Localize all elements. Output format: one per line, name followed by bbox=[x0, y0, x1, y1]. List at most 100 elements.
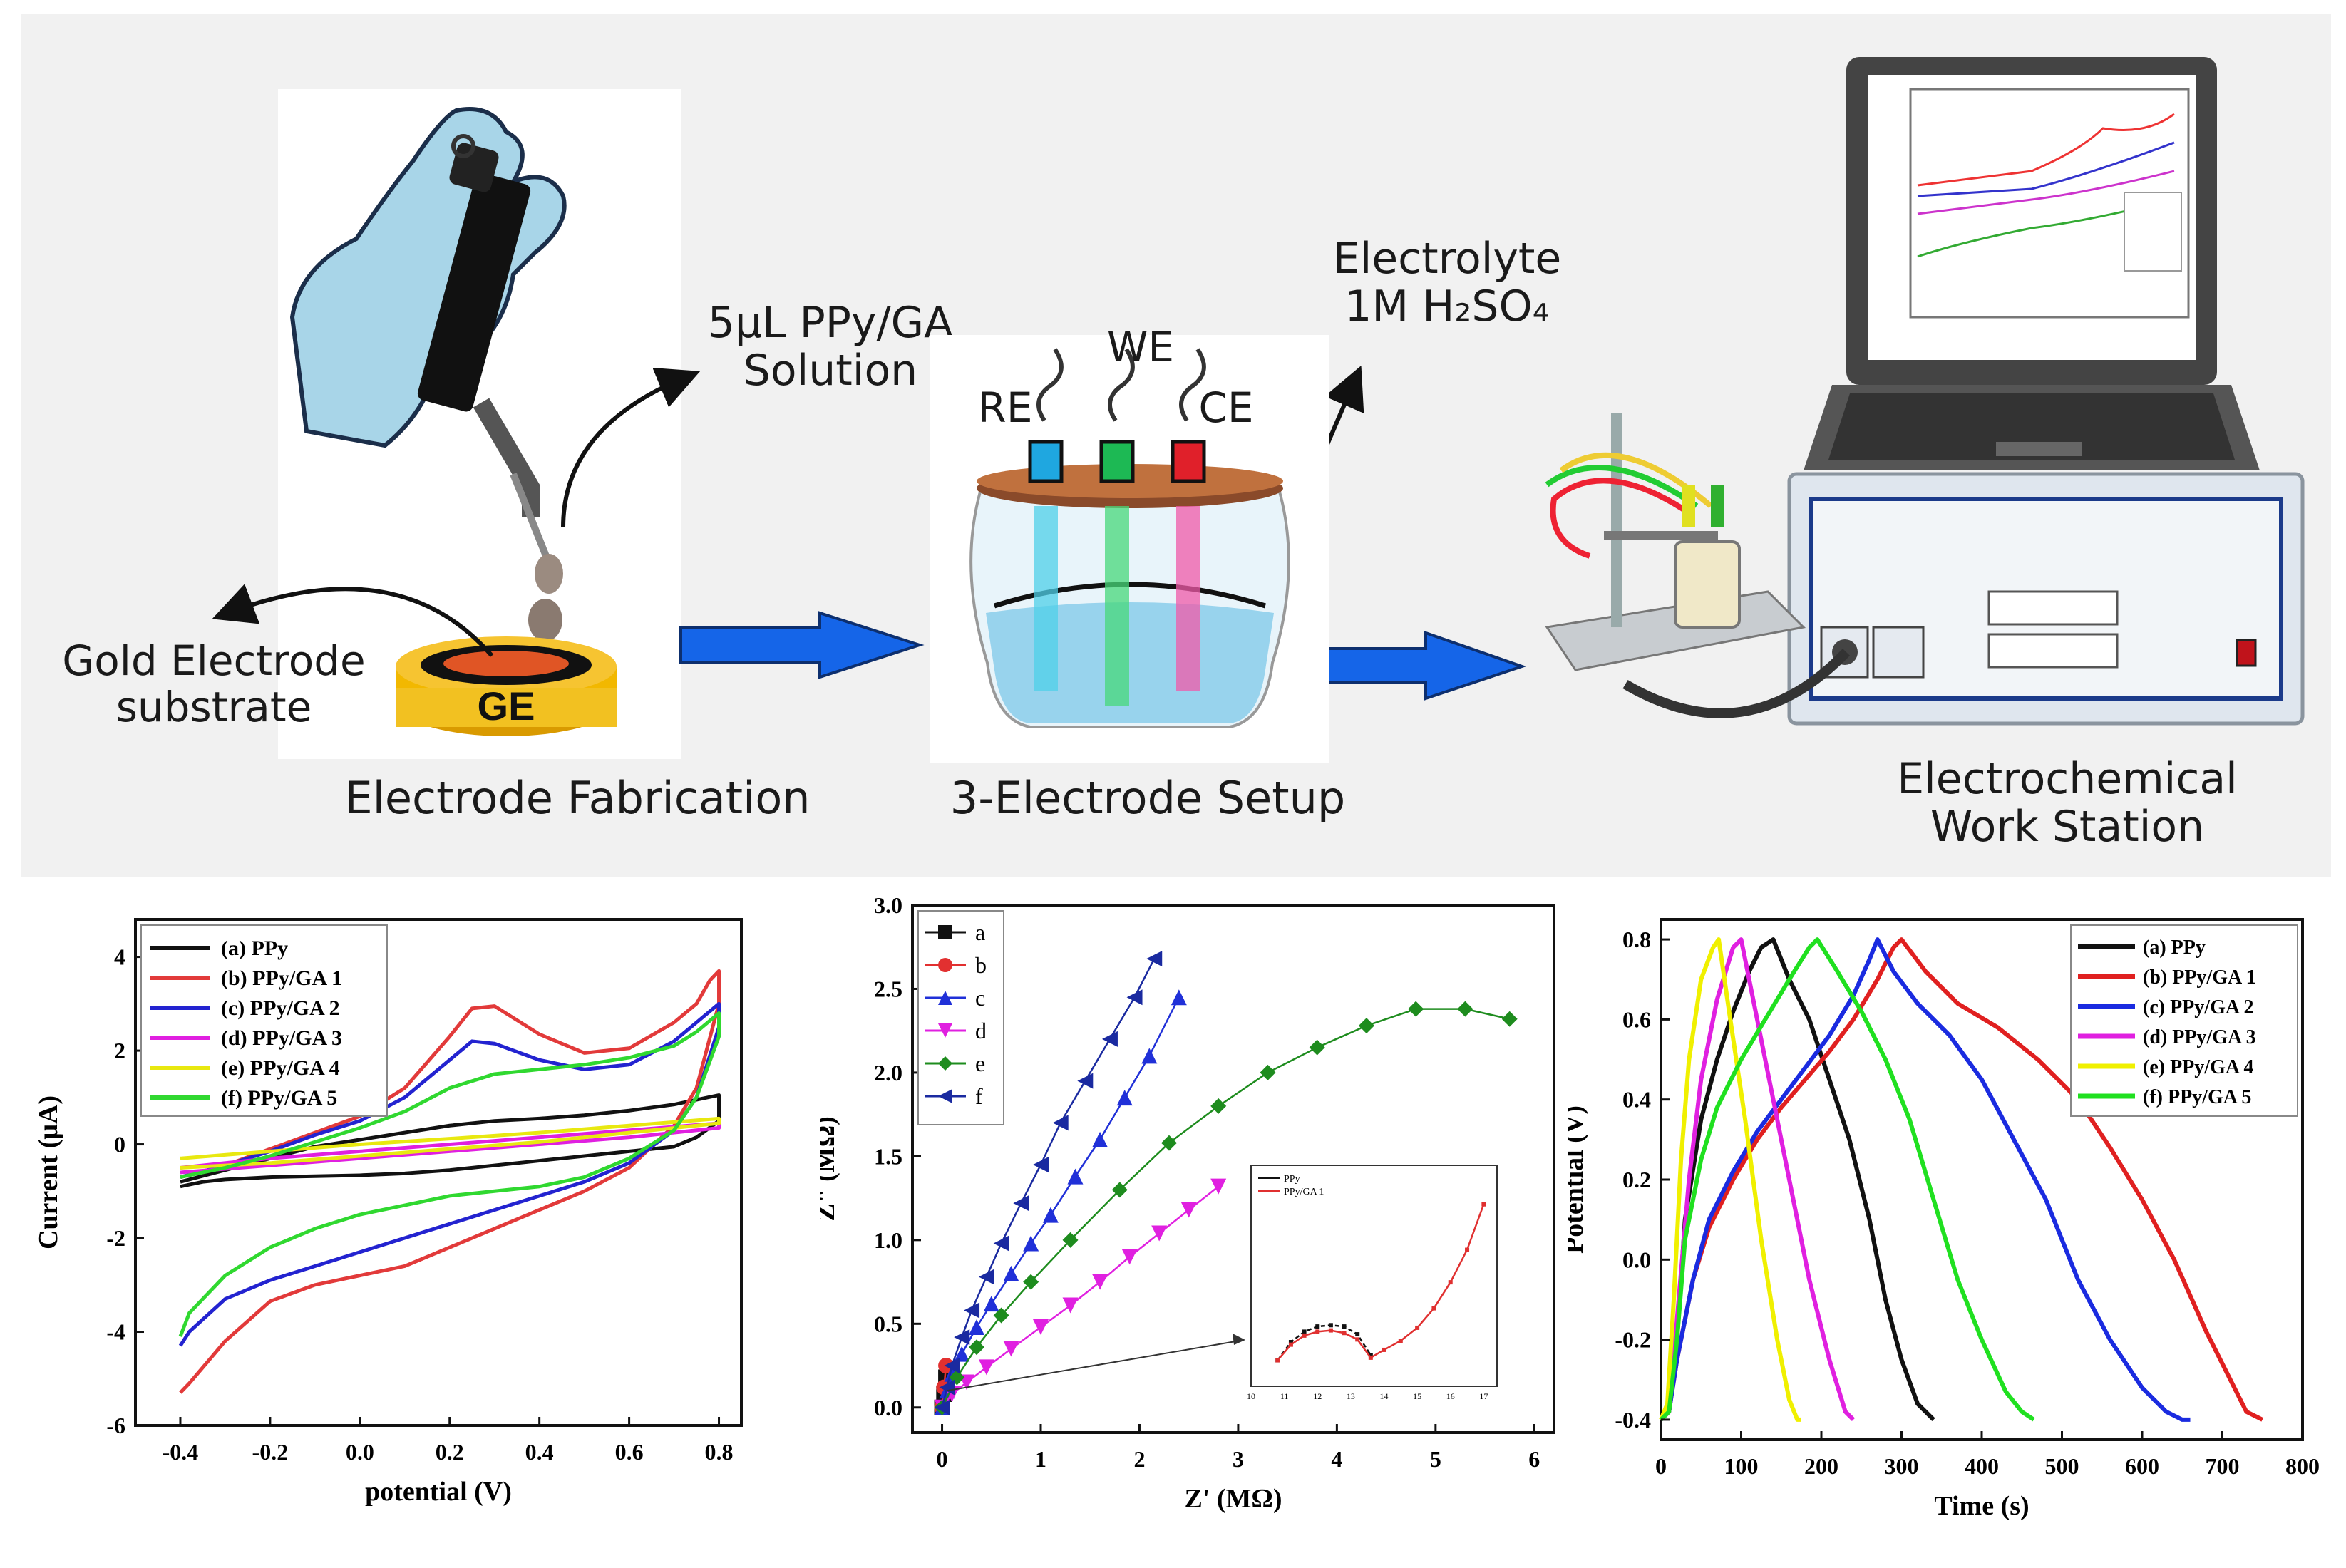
inset-pointer-head bbox=[1233, 1334, 1245, 1345]
cell-icon bbox=[1674, 540, 1741, 629]
x-tick-label: 0.8 bbox=[705, 1439, 734, 1465]
inset-frame bbox=[1250, 1165, 1498, 1387]
x-tick-label: 400 bbox=[1965, 1453, 1999, 1479]
legend-entry: (a) PPy bbox=[221, 937, 288, 960]
nyquist-point bbox=[1111, 1182, 1128, 1198]
re-electrode-cap bbox=[1028, 440, 1064, 483]
arrow-to-solution bbox=[561, 367, 701, 528]
nyquist-point bbox=[978, 1269, 994, 1285]
beaker-illustration bbox=[969, 348, 1290, 728]
inset-tick-label: 14 bbox=[1379, 1391, 1388, 1401]
nyquist-point bbox=[1067, 1168, 1084, 1185]
legend-entry: f bbox=[975, 1083, 983, 1109]
nyquist-xlabel: Z' (MΩ) bbox=[1184, 1484, 1282, 1514]
nyquist-point bbox=[1309, 1039, 1325, 1056]
nyquist-point bbox=[1151, 1225, 1168, 1242]
inset-point bbox=[1355, 1337, 1360, 1342]
legend-entry: (f) PPy/GA 5 bbox=[221, 1086, 337, 1110]
y-tick-label: 2 bbox=[114, 1038, 125, 1063]
legend-entry: (f) PPy/GA 5 bbox=[2143, 1086, 2251, 1108]
legend-entry: (c) PPy/GA 2 bbox=[2143, 996, 2254, 1018]
step-label-workstation: Electrochemical Work Station bbox=[1897, 754, 2238, 852]
x-tick-label: 2 bbox=[1133, 1446, 1145, 1472]
legend-box bbox=[917, 910, 1004, 1125]
y-tick-label: -0.4 bbox=[1615, 1407, 1651, 1433]
step-label-fabrication: Electrode Fabrication bbox=[344, 772, 811, 824]
legend-entry: (b) PPy/GA 1 bbox=[2143, 966, 2256, 989]
nyquist-inset: 10 11 12 13 14 15 16 17 PPy PPy/GA 1 bbox=[947, 1165, 1498, 1401]
ge-text: GE bbox=[478, 684, 535, 728]
workstation-illustration bbox=[1545, 57, 2305, 726]
y-tick-label: 0.8 bbox=[1622, 927, 1651, 952]
x-tick-label: 700 bbox=[2206, 1453, 2240, 1479]
nyquist-point bbox=[934, 1399, 950, 1415]
inset-legend-entry: PPy bbox=[1284, 1174, 1300, 1185]
nyquist-point bbox=[964, 1302, 980, 1319]
cv-xlabel: potential (V) bbox=[365, 1477, 512, 1507]
cv-legend: (a) PPy (b) PPy/GA 1 (c) PPy/GA 2 (d) PPy/G… bbox=[140, 924, 388, 1117]
nyquist-series-line bbox=[941, 958, 1156, 1408]
cv-series-line bbox=[180, 1116, 721, 1170]
inset-tick-label: 13 bbox=[1347, 1391, 1355, 1401]
inset-legend-entry: PPy/GA 1 bbox=[1284, 1187, 1324, 1197]
y-tick-label: 0.0 bbox=[874, 1395, 902, 1420]
inset-tick-label: 15 bbox=[1413, 1391, 1421, 1401]
x-tick-label: 1 bbox=[1035, 1446, 1046, 1472]
legend-entry: d bbox=[975, 1018, 987, 1043]
nyquist-point bbox=[1180, 1202, 1197, 1218]
inset-point bbox=[1448, 1280, 1453, 1285]
inset-point bbox=[1398, 1339, 1403, 1343]
cv-series-line bbox=[178, 1011, 721, 1337]
nyquist-point bbox=[938, 1056, 952, 1071]
nyquist-point bbox=[1062, 1297, 1079, 1314]
nyquist-point bbox=[944, 1358, 960, 1374]
y-tick-label: -2 bbox=[106, 1225, 125, 1251]
nyquist-point bbox=[954, 1329, 970, 1346]
nyquist-point bbox=[1033, 1319, 1049, 1335]
x-tick-label: 6 bbox=[1528, 1446, 1540, 1472]
inset-point bbox=[1275, 1358, 1280, 1363]
fabrication-panel: GE bbox=[278, 89, 681, 759]
nyquist-point bbox=[1092, 1131, 1108, 1147]
y-tick-label: 3.0 bbox=[874, 892, 902, 918]
nyquist-point bbox=[1210, 1098, 1227, 1114]
x-tick-label: 0 bbox=[937, 1446, 948, 1472]
x-tick-label: -0.4 bbox=[163, 1439, 199, 1465]
nyquist-point bbox=[1042, 1207, 1059, 1223]
cv-plot-frame bbox=[134, 918, 743, 1427]
y-tick-label: 0.4 bbox=[1622, 1087, 1651, 1113]
inset-point bbox=[1288, 1340, 1293, 1344]
nyquist-point bbox=[1092, 1274, 1108, 1290]
y-tick-label: -4 bbox=[106, 1319, 125, 1345]
nyquist-point bbox=[938, 1089, 952, 1103]
inset-point bbox=[1368, 1353, 1373, 1358]
cv-chart: -0.4 -0.2 0.0 0.2 0.4 0.6 0.8 -6 -4 -2 0 2 4 (a) PPy… bbox=[21, 891, 770, 1554]
legend-entry: (c) PPy/GA 2 bbox=[221, 996, 340, 1020]
legend-entry: c bbox=[975, 985, 985, 1011]
nyquist-point bbox=[1077, 1073, 1094, 1089]
y-tick-label: 0.5 bbox=[874, 1311, 902, 1336]
nyquist-point bbox=[1052, 1115, 1069, 1131]
inset-point bbox=[1315, 1329, 1320, 1334]
legend-entry: (d) PPy/GA 3 bbox=[2143, 1026, 2256, 1048]
legend-entry: (b) PPy/GA 1 bbox=[221, 966, 342, 990]
x-tick-label: 0 bbox=[1655, 1453, 1667, 1479]
gcd-xlabel: Time (s) bbox=[1934, 1491, 2029, 1521]
inset-point bbox=[1342, 1331, 1347, 1336]
x-tick-label: 0.0 bbox=[346, 1439, 374, 1465]
nyquist-point bbox=[993, 1235, 1009, 1252]
x-tick-label: 300 bbox=[1885, 1453, 1919, 1479]
legend-entry: a bbox=[975, 919, 985, 945]
y-tick-label: 4 bbox=[114, 944, 125, 970]
gcd-ylabel: Potential (V) bbox=[1568, 1105, 1589, 1254]
pipette-illustration: GE bbox=[289, 107, 617, 736]
legend-entry: e bbox=[975, 1051, 985, 1076]
nyquist-point bbox=[1260, 1064, 1276, 1080]
nyquist-point bbox=[1121, 1249, 1138, 1265]
nyquist-point bbox=[938, 925, 952, 939]
y-tick-label: 0.6 bbox=[1622, 1006, 1651, 1032]
nyquist-point bbox=[1101, 1031, 1118, 1047]
inset-tick-label: 12 bbox=[1313, 1391, 1322, 1401]
